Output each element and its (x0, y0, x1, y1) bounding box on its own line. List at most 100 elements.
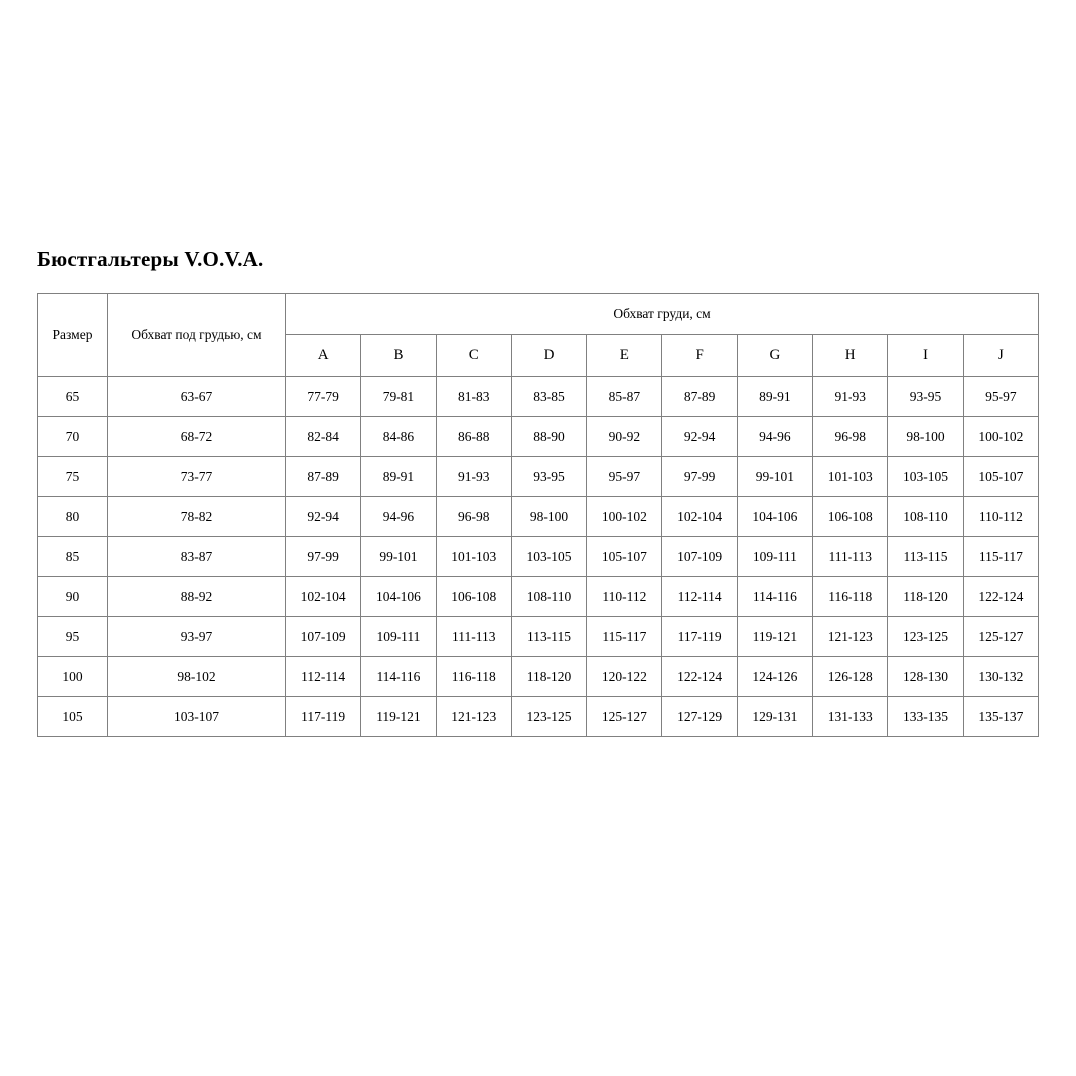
cell-cup-i: 113-115 (887, 536, 964, 577)
cell-cup-f: 117-119 (661, 616, 738, 657)
cell-cup-g: 114-116 (736, 576, 814, 617)
cell-cup-b: 109-111 (360, 616, 437, 657)
cell-cup-b: 84-86 (360, 416, 437, 457)
cell-cup-g: 89-91 (736, 376, 814, 417)
cell-cup-j: 122-124 (962, 576, 1040, 617)
size-chart-container: Размер Обхват под грудью, см Обхват груд… (37, 293, 1040, 737)
cell-cup-c: 101-103 (435, 536, 512, 577)
cell-cup-h: 116-118 (812, 576, 889, 617)
cell-underbust: 63-67 (107, 376, 286, 417)
cell-cup-j: 125-127 (962, 616, 1040, 657)
cell-cup-d: 98-100 (510, 496, 588, 537)
cell-cup-c: 96-98 (435, 496, 512, 537)
cell-cup-g: 99-101 (736, 456, 814, 497)
cell-cup-i: 103-105 (887, 456, 964, 497)
cell-cup-g: 124-126 (736, 656, 814, 697)
cell-cup-c: 86-88 (435, 416, 512, 457)
cell-cup-f: 92-94 (661, 416, 738, 457)
cell-cup-a: 117-119 (284, 696, 362, 737)
cell-size: 85 (37, 536, 108, 577)
cell-cup-h: 111-113 (812, 536, 889, 577)
cell-cup-c: 111-113 (435, 616, 512, 657)
cell-cup-e: 85-87 (586, 376, 663, 417)
cell-cup-g: 129-131 (736, 696, 814, 737)
cell-cup-c: 116-118 (435, 656, 512, 697)
cell-cup-i: 108-110 (887, 496, 964, 537)
table-row: 80 78-82 92-94 94-96 96-98 98-100 100-10… (37, 496, 1040, 537)
cell-cup-j: 100-102 (962, 416, 1040, 457)
column-header-cup-i: I (887, 334, 964, 377)
cell-cup-h: 131-133 (812, 696, 889, 737)
cell-cup-d: 88-90 (510, 416, 588, 457)
cell-cup-f: 87-89 (661, 376, 738, 417)
cell-cup-b: 104-106 (360, 576, 437, 617)
cell-size: 100 (37, 656, 108, 697)
cell-size: 105 (37, 696, 108, 737)
cell-cup-f: 112-114 (661, 576, 738, 617)
column-header-cup-d: D (510, 334, 588, 377)
cell-cup-a: 97-99 (284, 536, 362, 577)
cell-cup-b: 119-121 (360, 696, 437, 737)
cell-size: 70 (37, 416, 108, 457)
cell-size: 90 (37, 576, 108, 617)
cell-underbust: 68-72 (107, 416, 286, 457)
cell-cup-f: 97-99 (661, 456, 738, 497)
cell-cup-i: 93-95 (887, 376, 964, 417)
cell-cup-b: 89-91 (360, 456, 437, 497)
cell-cup-e: 125-127 (586, 696, 663, 737)
column-header-cup-h: H (812, 334, 889, 377)
cell-cup-h: 121-123 (812, 616, 889, 657)
cell-cup-i: 123-125 (887, 616, 964, 657)
cell-cup-c: 106-108 (435, 576, 512, 617)
cell-cup-i: 133-135 (887, 696, 964, 737)
cell-underbust: 103-107 (107, 696, 286, 737)
cell-cup-a: 92-94 (284, 496, 362, 537)
cell-cup-d: 93-95 (510, 456, 588, 497)
column-header-bust-group: Обхват груди, см (284, 293, 1040, 335)
cell-cup-a: 77-79 (284, 376, 362, 417)
cell-cup-d: 83-85 (510, 376, 588, 417)
cell-underbust: 93-97 (107, 616, 286, 657)
cell-cup-d: 113-115 (510, 616, 588, 657)
table-row: 65 63-67 77-79 79-81 81-83 83-85 85-87 8… (37, 376, 1040, 417)
table-header-row-cups: A B C D E F G H I J (38, 334, 1040, 377)
cell-cup-g: 109-111 (736, 536, 814, 577)
cell-cup-f: 127-129 (661, 696, 738, 737)
cell-cup-d: 123-125 (510, 696, 588, 737)
table-row: 90 88-92 102-104 104-106 106-108 108-110… (37, 576, 1040, 617)
table-head: Размер Обхват под грудью, см Обхват груд… (37, 293, 1040, 377)
cell-underbust: 78-82 (107, 496, 286, 537)
column-header-cup-c: C (435, 334, 512, 377)
cell-underbust: 73-77 (107, 456, 286, 497)
cell-cup-b: 114-116 (360, 656, 437, 697)
column-header-size: Размер (37, 293, 108, 377)
cell-size: 65 (37, 376, 108, 417)
cell-cup-a: 87-89 (284, 456, 362, 497)
cell-cup-h: 91-93 (812, 376, 889, 417)
cell-cup-e: 120-122 (586, 656, 663, 697)
cell-size: 80 (37, 496, 108, 537)
column-header-cup-f: F (661, 334, 738, 377)
cell-cup-e: 95-97 (586, 456, 663, 497)
column-header-cup-e: E (586, 334, 663, 377)
cell-cup-g: 104-106 (736, 496, 814, 537)
cell-cup-h: 126-128 (812, 656, 889, 697)
cell-cup-b: 99-101 (360, 536, 437, 577)
table-row: 70 68-72 82-84 84-86 86-88 88-90 90-92 9… (37, 416, 1040, 457)
cell-cup-h: 106-108 (812, 496, 889, 537)
size-chart-table: Размер Обхват под грудью, см Обхват груд… (37, 293, 1040, 737)
cell-cup-b: 94-96 (360, 496, 437, 537)
cell-cup-d: 108-110 (510, 576, 588, 617)
cell-cup-g: 119-121 (736, 616, 814, 657)
cell-cup-e: 115-117 (586, 616, 663, 657)
cell-cup-c: 121-123 (435, 696, 512, 737)
cell-cup-a: 112-114 (284, 656, 362, 697)
cell-cup-d: 118-120 (510, 656, 588, 697)
table-header-row-top: Размер Обхват под грудью, см Обхват груд… (37, 293, 1040, 377)
cell-cup-e: 110-112 (586, 576, 663, 617)
cell-cup-f: 107-109 (661, 536, 738, 577)
table-row: 100 98-102 112-114 114-116 116-118 118-1… (37, 656, 1040, 697)
table-row: 105 103-107 117-119 119-121 121-123 123-… (37, 696, 1040, 737)
cell-cup-j: 130-132 (962, 656, 1040, 697)
cell-cup-e: 90-92 (586, 416, 663, 457)
